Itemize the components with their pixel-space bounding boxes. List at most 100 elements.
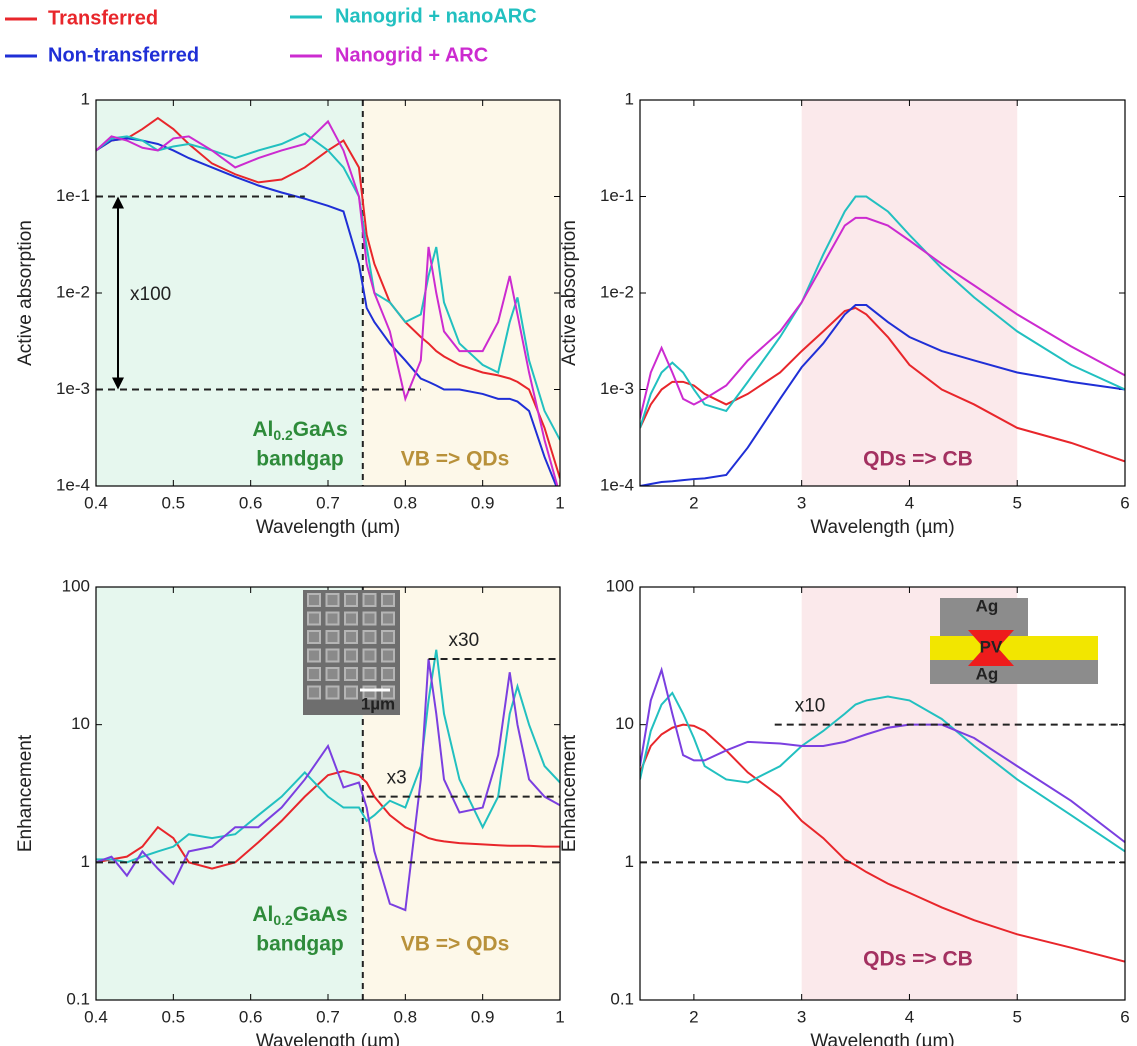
x-axis-label: Wavelength (µm) xyxy=(256,1031,400,1046)
y-axis-label: Enhancement xyxy=(15,734,36,852)
y-tick-label: 1e-4 xyxy=(600,475,634,494)
y-tick-label: 1 xyxy=(625,89,634,108)
y-axis-label: Active absorption xyxy=(559,220,580,366)
inset-label: Ag xyxy=(976,664,999,683)
bandgap-element: Al xyxy=(252,418,273,441)
series-line xyxy=(96,137,558,486)
sem-cell xyxy=(325,611,340,626)
arrow-head xyxy=(112,377,124,390)
sem-cell xyxy=(362,593,377,607)
x-axis-label: Wavelength (µm) xyxy=(256,517,400,538)
x-tick-label: 0.5 xyxy=(162,1007,186,1026)
arrow-head xyxy=(112,196,124,209)
sem-cell xyxy=(307,593,321,607)
series-line xyxy=(640,216,1125,419)
x-tick-label: 0.9 xyxy=(471,493,495,512)
x-axis-label: Wavelength (µm) xyxy=(810,1031,954,1046)
legend-label: Transferred xyxy=(48,7,158,29)
x-tick-label: 0.4 xyxy=(84,1007,108,1026)
sem-cell xyxy=(381,611,395,626)
bandgap-rest: GaAs xyxy=(293,418,348,441)
y-tick-label: 100 xyxy=(62,576,90,595)
sem-cell xyxy=(344,685,358,700)
inset-label: PV xyxy=(980,637,1003,656)
hline-label: x30 xyxy=(449,630,480,651)
y-tick-label: 1 xyxy=(81,852,90,871)
sem-cell xyxy=(344,667,358,681)
legend-label: Nanogrid + nanoARC xyxy=(335,5,537,27)
bandgap-label: Al0.2GaAs xyxy=(252,418,347,443)
y-tick-label: 0.1 xyxy=(66,989,90,1008)
sem-cell xyxy=(381,630,395,644)
bandgap-subscript: 0.2 xyxy=(273,912,293,928)
y-tick-label: 1e-1 xyxy=(600,186,634,205)
sem-cell xyxy=(362,667,377,681)
sem-cell xyxy=(381,667,395,681)
bandgap-label: Al0.2GaAs xyxy=(252,903,347,928)
region-label: VB => QDs xyxy=(401,933,510,956)
y-tick-label: 100 xyxy=(606,576,634,595)
x-tick-label: 2 xyxy=(689,493,698,512)
x-tick-label: 0.4 xyxy=(84,493,108,512)
x-tick-label: 5 xyxy=(1012,1007,1021,1026)
y-tick-label: 0.1 xyxy=(610,989,634,1008)
y-tick-label: 1e-3 xyxy=(600,379,634,398)
x-tick-label: 6 xyxy=(1120,1007,1129,1026)
bandgap-label: bandgap xyxy=(256,448,344,471)
x-tick-label: 0.6 xyxy=(239,493,263,512)
x-tick-label: 4 xyxy=(905,493,914,512)
x-tick-label: 0.9 xyxy=(471,1007,495,1026)
y-tick-label: 1e-2 xyxy=(56,282,90,301)
panel: 0.4 0.5 0.6 0.7 0.8 0.9 1 1e-4 1e-3 1e-2 1e-1 1 x100… xyxy=(15,89,565,538)
series-line xyxy=(640,666,1125,844)
y-tick-label: 1e-3 xyxy=(56,379,90,398)
bandgap-rest: GaAs xyxy=(293,903,348,926)
hline-label: x10 xyxy=(795,696,826,717)
x-tick-label: 4 xyxy=(905,1007,914,1026)
region-band xyxy=(362,100,560,486)
sem-cell xyxy=(325,667,340,681)
y-tick-label: 10 xyxy=(71,714,90,733)
sem-cell xyxy=(381,593,395,607)
x-tick-label: 0.6 xyxy=(239,1007,263,1026)
bandgap-label: bandgap xyxy=(256,933,344,956)
sem-cell xyxy=(325,630,340,644)
series-line xyxy=(640,691,1125,853)
panel: 0.4 0.5 0.6 0.7 0.8 0.9 1 0.1 1 10 100 x3 x30 Al0.2Ga… xyxy=(15,576,565,1046)
region-label: QDs => CB xyxy=(863,448,973,471)
series-line xyxy=(640,306,1125,463)
x-tick-label: 0.7 xyxy=(316,493,340,512)
arrow-label: x100 xyxy=(130,284,171,305)
series-line xyxy=(96,132,560,441)
sem-cell xyxy=(307,685,321,700)
axes-frame xyxy=(639,99,1126,487)
sem-cell xyxy=(307,630,321,644)
y-tick-label: 10 xyxy=(615,714,634,733)
dielectric xyxy=(930,636,1098,660)
sem-cell xyxy=(307,667,321,681)
sem-cell xyxy=(325,593,340,607)
legend: Transferred Non-transferred Nanogrid + n… xyxy=(48,5,537,66)
bowtie xyxy=(968,630,1014,666)
series-line xyxy=(640,304,1125,486)
x-tick-label: 0.8 xyxy=(394,1007,418,1026)
sem-cell xyxy=(307,648,321,663)
series-line xyxy=(96,649,560,864)
axes-frame xyxy=(639,586,1126,1001)
x-tick-label: 6 xyxy=(1120,493,1129,512)
axes-frame xyxy=(95,586,561,1001)
sem-cell xyxy=(344,593,358,607)
inset-label: Ag xyxy=(976,596,999,615)
x-tick-label: 0.7 xyxy=(316,1007,340,1026)
y-axis-label: Active absorption xyxy=(15,220,36,366)
y-tick-label: 1e-4 xyxy=(56,475,90,494)
sem-cell xyxy=(344,611,358,626)
x-tick-label: 3 xyxy=(797,1007,806,1026)
sem-cell xyxy=(362,648,377,663)
sem-cell xyxy=(362,630,377,644)
legend-label: Nanogrid + ARC xyxy=(335,44,488,66)
series-line xyxy=(96,770,560,870)
hline-label: x3 xyxy=(387,768,407,789)
ag-bottom xyxy=(930,660,1098,684)
